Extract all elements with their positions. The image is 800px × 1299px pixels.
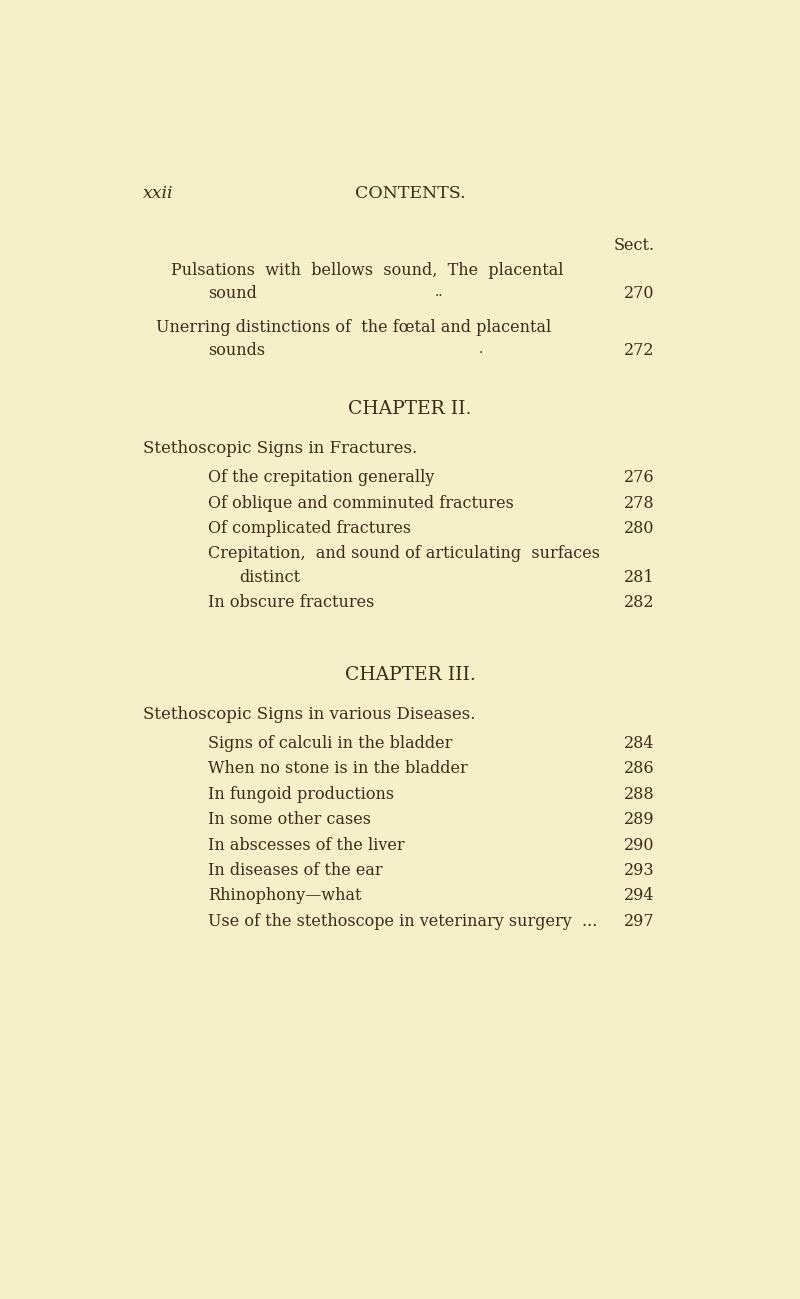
Text: 290: 290 (624, 837, 655, 853)
Text: When no stone is in the bladder: When no stone is in the bladder (209, 760, 468, 777)
Text: CHAPTER III.: CHAPTER III. (345, 665, 475, 683)
Text: ..: .. (434, 286, 443, 299)
Text: In obscure fractures: In obscure fractures (209, 594, 375, 611)
Text: Rhinophony—what: Rhinophony—what (209, 887, 362, 904)
Text: 297: 297 (624, 913, 655, 930)
Text: In abscesses of the liver: In abscesses of the liver (209, 837, 405, 853)
Text: 286: 286 (624, 760, 655, 777)
Text: Unerring distinctions of  the fœtal and placental: Unerring distinctions of the fœtal and p… (156, 320, 551, 336)
Text: Crepitation,  and sound of articulating  surfaces: Crepitation, and sound of articulating s… (209, 546, 601, 562)
Text: 280: 280 (624, 520, 655, 536)
Text: Of complicated fractures: Of complicated fractures (209, 520, 412, 536)
Text: 288: 288 (624, 786, 655, 803)
Text: 272: 272 (624, 342, 655, 360)
Text: sound: sound (209, 286, 258, 303)
Text: 293: 293 (624, 863, 655, 879)
Text: xxii: xxii (143, 186, 174, 203)
Text: Stethoscopic Signs in various Diseases.: Stethoscopic Signs in various Diseases. (143, 705, 476, 722)
Text: 284: 284 (624, 735, 655, 752)
Text: In some other cases: In some other cases (209, 811, 371, 829)
Text: 276: 276 (624, 469, 655, 486)
Text: distinct: distinct (239, 569, 301, 586)
Text: Sect.: Sect. (614, 238, 655, 255)
Text: CHAPTER II.: CHAPTER II. (348, 400, 472, 418)
Text: sounds: sounds (209, 342, 266, 360)
Text: Pulsations  with  bellows  sound,  The  placental: Pulsations with bellows sound, The place… (171, 262, 564, 279)
Text: In fungoid productions: In fungoid productions (209, 786, 394, 803)
Text: In diseases of the ear: In diseases of the ear (209, 863, 383, 879)
Text: Use of the stethoscope in veterinary surgery  ...: Use of the stethoscope in veterinary sur… (209, 913, 598, 930)
Text: 278: 278 (624, 495, 655, 512)
Text: 289: 289 (624, 811, 655, 829)
Text: CONTENTS.: CONTENTS. (354, 186, 466, 203)
Text: 270: 270 (624, 286, 655, 303)
Text: .: . (478, 342, 483, 356)
Text: 282: 282 (624, 594, 655, 611)
Text: Of oblique and comminuted fractures: Of oblique and comminuted fractures (209, 495, 514, 512)
Text: 294: 294 (624, 887, 655, 904)
Text: Of the crepitation generally: Of the crepitation generally (209, 469, 435, 486)
Text: 281: 281 (624, 569, 655, 586)
Text: Stethoscopic Signs in Fractures.: Stethoscopic Signs in Fractures. (143, 440, 418, 457)
Text: Signs of calculi in the bladder: Signs of calculi in the bladder (209, 735, 453, 752)
